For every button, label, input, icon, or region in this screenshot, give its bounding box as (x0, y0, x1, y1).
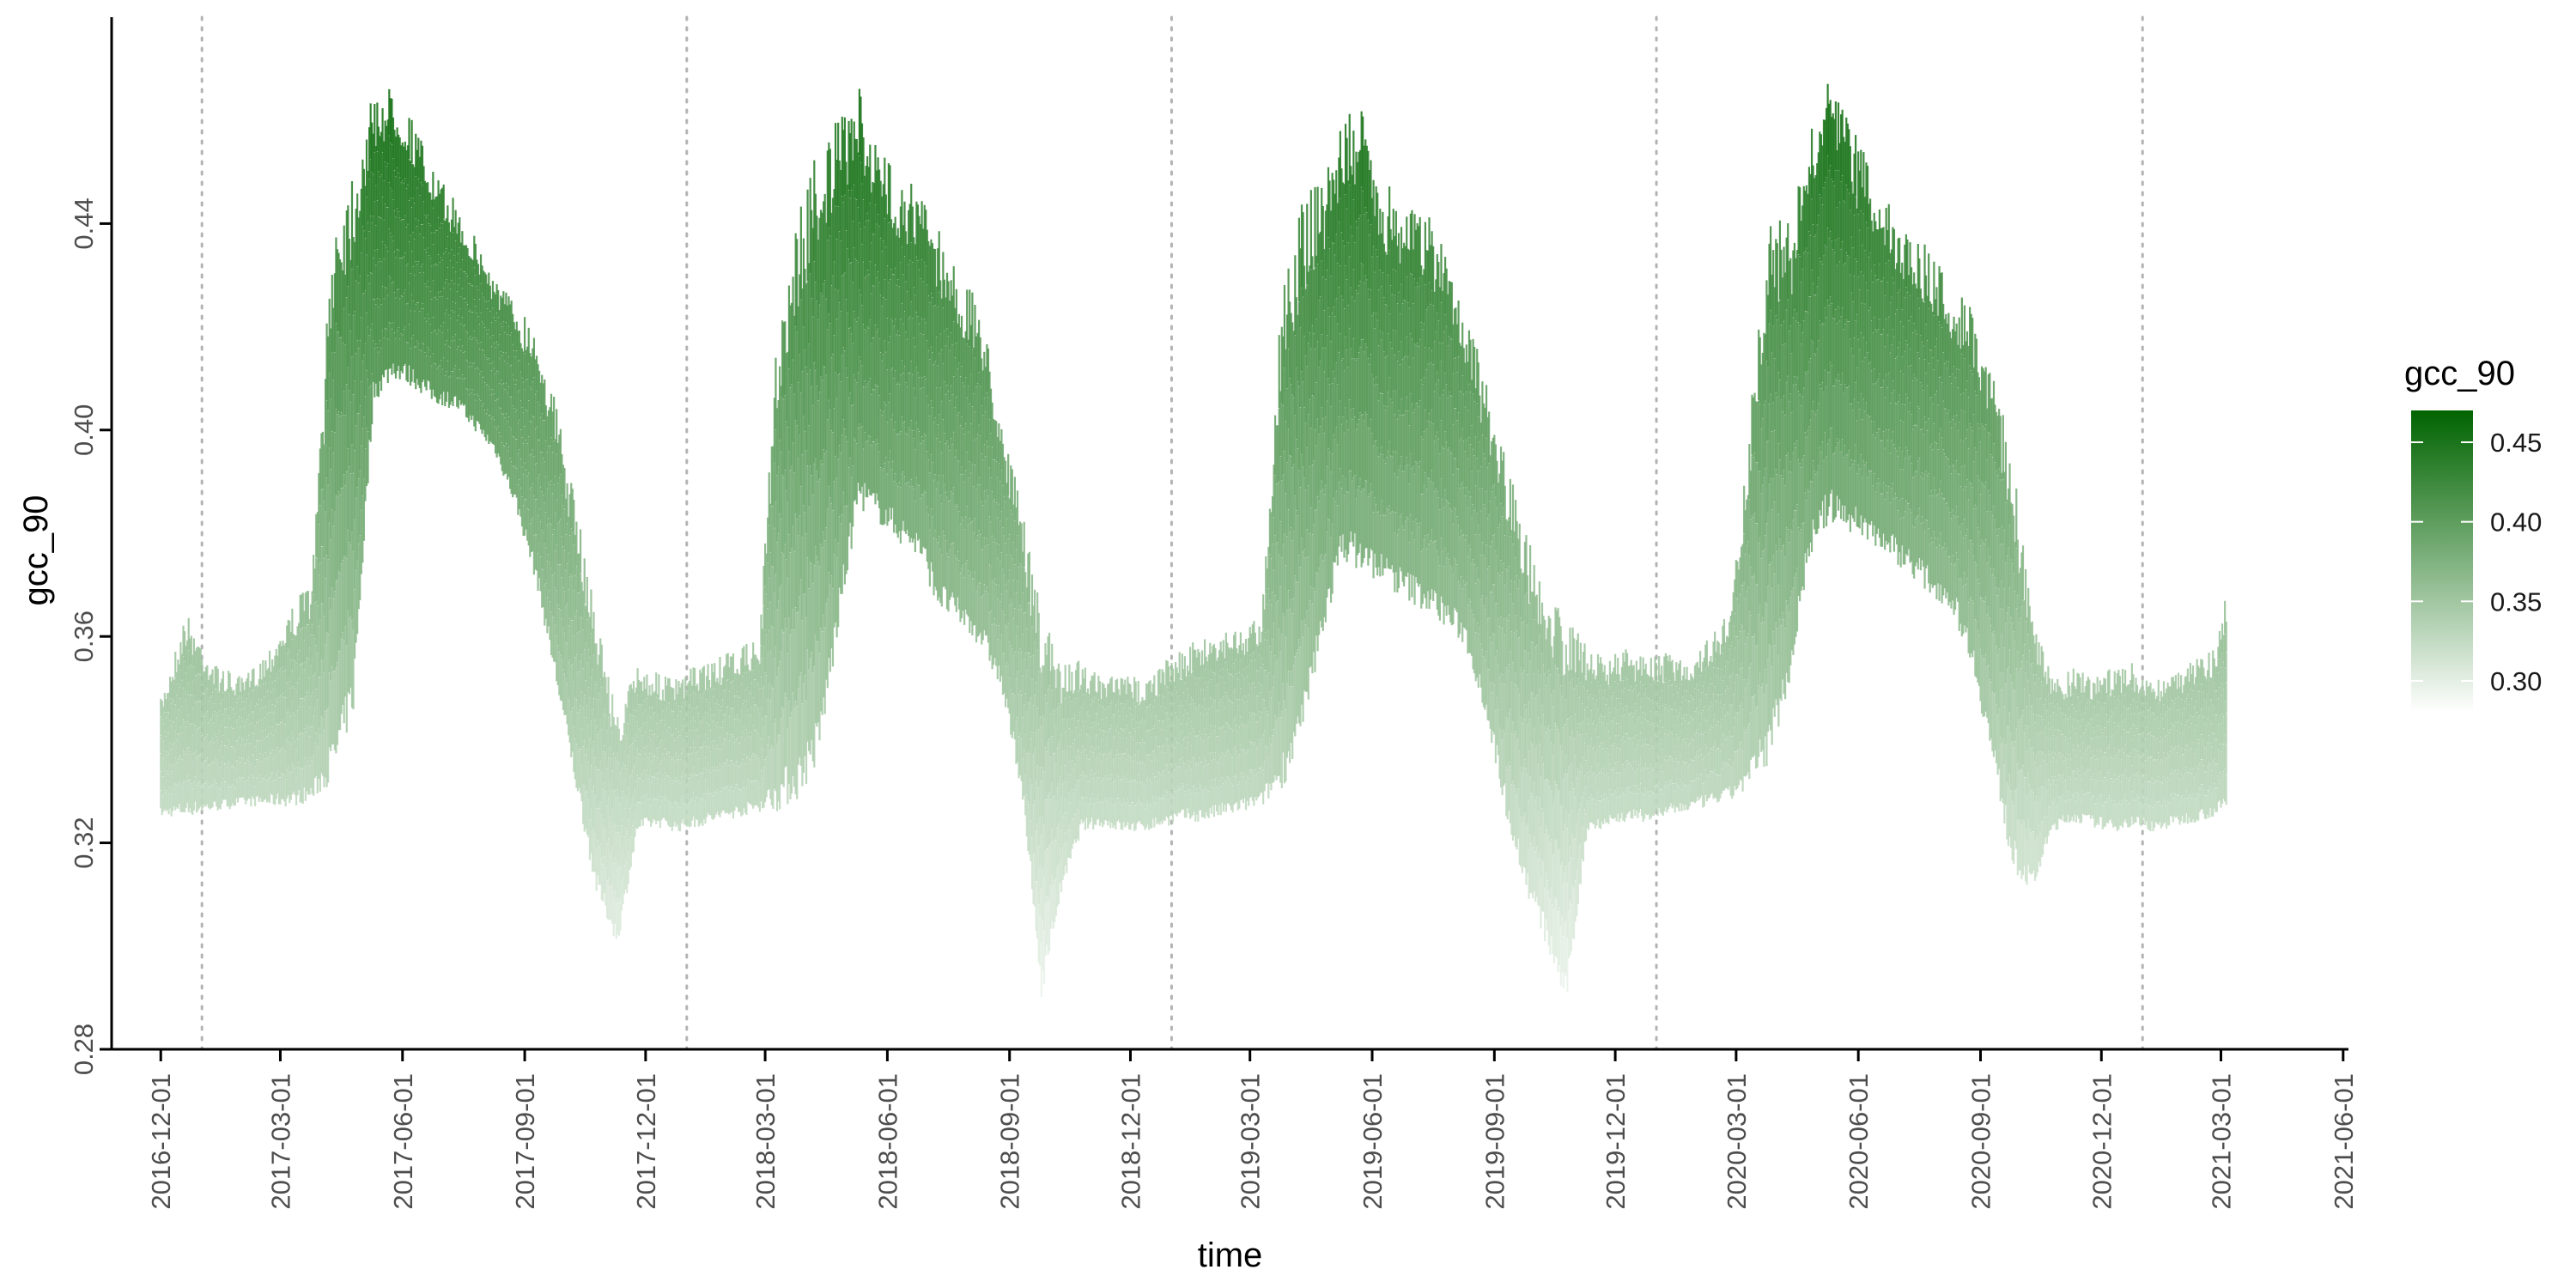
year-boundary-lines (200, 15, 2144, 1051)
data-bars (160, 83, 2227, 997)
